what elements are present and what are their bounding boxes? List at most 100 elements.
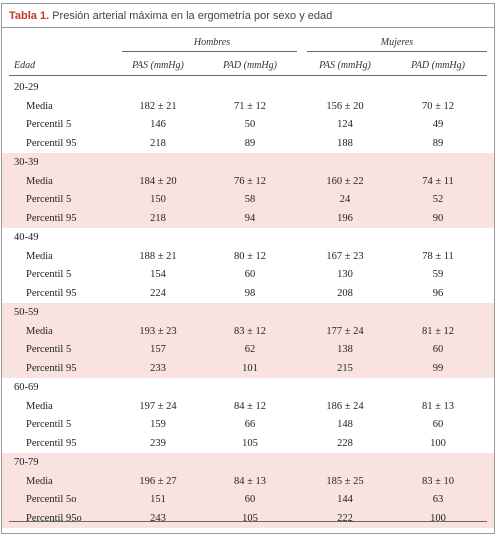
table-cell: 218 [150,212,166,224]
table-cell: 182 ± 21 [139,100,177,112]
row-label: Percentil 95 [26,212,77,224]
age-group-row: 70-79 [2,453,494,472]
table-cell: 60 [432,344,444,355]
age-group-block: 30-39 Media 184 ± 20 76 ± 12 160 ± 22 74 ± 11… [2,153,494,228]
age-group-label: 60-69 [14,382,39,393]
table-cell: 186 ± 24 [326,400,364,412]
table-row: Percentil 95o 243 105 222 100 [2,509,494,528]
group-rule-women [307,51,487,52]
bottom-rule [9,521,487,522]
table-cell: 81 ± 13 [421,400,454,412]
table-cell: 66 [244,419,256,430]
table-cell: 24 [339,194,351,205]
table-cell: 58 [244,194,256,205]
table-cell: 130 [337,269,353,280]
age-group-row: 40-49 [2,228,494,247]
table-cell: 101 [242,362,258,374]
table-cell: 62 [244,344,256,355]
table-cell: 50 [244,119,256,130]
row-label: Percentil 5 [26,344,72,355]
table-cell: 84 ± 12 [233,400,266,412]
table-row: Percentil 95 239 105 228 100 [2,434,494,453]
table-cell: 148 [337,419,353,430]
group-rule-men [122,51,297,52]
table-cell: 177 ± 24 [326,325,364,337]
table-cell: 89 [244,137,256,149]
group-header-women: Mujeres [380,37,414,48]
table-cell: 71 ± 12 [233,100,266,112]
table-row: Media 184 ± 20 76 ± 12 160 ± 22 74 ± 11 [2,172,494,191]
table-cell: 59 [432,269,444,280]
row-label: Percentil 5 [26,119,72,130]
row-label: Media [26,400,53,412]
table-row: Percentil 95 218 89 188 89 [2,134,494,153]
table-row: Percentil 95 224 98 208 96 [2,284,494,303]
table-cell: 74 ± 11 [422,175,454,187]
row-label: Media [26,475,53,487]
table-cell: 218 [150,137,166,149]
table-row: Media 182 ± 21 71 ± 12 156 ± 20 70 ± 12 [2,97,494,116]
table-cell: 70 ± 12 [421,100,454,112]
table-body: 20-29 Media 182 ± 21 71 ± 12 156 ± 20 70 ± 12… [2,78,494,528]
row-label: Percentil 95 [26,287,77,299]
age-group-label: 70-79 [14,457,39,468]
table-row: Percentil 5 146 50 124 49 [2,115,494,134]
table-cell: 188 [337,137,353,149]
age-group-row: 20-29 [2,78,494,97]
row-label: Media [26,250,53,262]
row-label: Percentil 5 [26,194,72,205]
age-group-row: 60-69 [2,378,494,397]
table-cell: 215 [337,362,353,374]
caption-label: Tabla 1. [9,10,50,22]
table-cell: 105 [242,512,258,524]
table-cell: 84 ± 13 [233,475,266,487]
table-cell: 100 [430,512,446,524]
row-label: Media [26,325,53,337]
table-cell: 83 ± 12 [233,325,266,337]
table-cell: 159 [150,419,166,430]
column-header-pad-men: PAD (mmHg) [223,60,277,71]
table-cell: 81 ± 12 [421,325,454,337]
table-cell: 233 [150,362,166,374]
table-cell: 160 ± 22 [326,175,364,187]
table-cell: 80 ± 12 [233,250,266,262]
table-cell: 208 [337,287,353,299]
row-label: Media [26,100,53,112]
age-group-label: 20-29 [14,82,39,93]
table-row: Media 197 ± 24 84 ± 12 186 ± 24 81 ± 13 [2,397,494,416]
table-cell: 83 ± 10 [421,475,454,487]
table-cell: 63 [432,494,444,505]
table-cell: 78 ± 11 [422,250,454,262]
table-cell: 222 [337,512,353,524]
table-cell: 157 [150,344,166,355]
column-header-pas-men: PAS (mmHg) [132,60,184,71]
group-header-men: Hombres [193,37,231,48]
age-group-block: 50-59 Media 193 ± 23 83 ± 12 177 ± 24 81 ± 12… [2,303,494,378]
table-row: Percentil 95 218 94 196 90 [2,209,494,228]
table-cell: 196 [337,212,353,224]
table-cell: 243 [150,512,166,524]
table-cell: 196 ± 27 [139,475,177,487]
table-cell: 105 [242,437,258,449]
column-header-pad-women: PAD (mmHg) [411,60,465,71]
table-row: Media 188 ± 21 80 ± 12 167 ± 23 78 ± 11 [2,247,494,266]
table-cell: 98 [244,287,256,299]
age-group-block: 70-79 Media 196 ± 27 84 ± 13 185 ± 25 83 ± 10… [2,453,494,528]
table-cell: 224 [150,287,166,299]
row-label: Percentil 5 [26,419,72,430]
age-group-label: 50-59 [14,307,39,318]
column-header-pas-women: PAS (mmHg) [319,60,371,71]
table-cell: 228 [337,437,353,449]
table-cell: 49 [432,119,444,130]
table-cell: 90 [432,212,444,224]
column-header-age: Edad [14,60,36,71]
row-label: Percentil 5 [26,269,72,280]
table-frame: Tabla 1. Presión arterial máxima en la e… [1,3,495,534]
table-row: Percentil 95 233 101 215 99 [2,359,494,378]
table-cell: 197 ± 24 [139,400,177,412]
table-cell: 100 [430,437,446,449]
age-group-block: 40-49 Media 188 ± 21 80 ± 12 167 ± 23 78 ± 11… [2,228,494,303]
table-row: Percentil 5 150 58 24 52 [2,190,494,209]
age-group-row: 30-39 [2,153,494,172]
row-label: Percentil 95 [26,137,77,149]
